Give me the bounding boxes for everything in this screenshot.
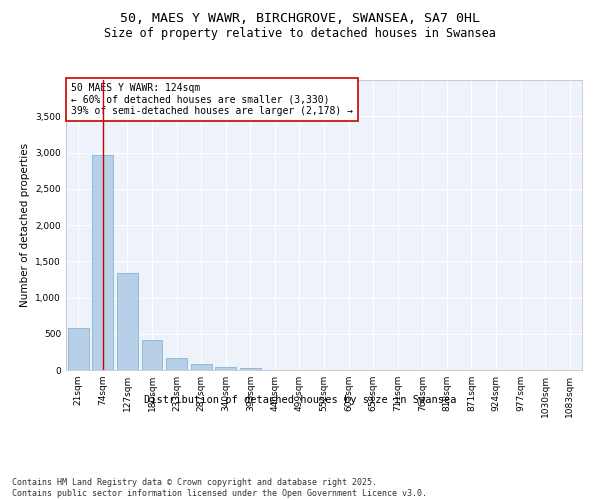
Bar <box>92 154 113 370</box>
Bar <box>215 367 236 370</box>
Text: Size of property relative to detached houses in Swansea: Size of property relative to detached ho… <box>104 28 496 40</box>
Bar <box>142 340 163 370</box>
Text: 50, MAES Y WAWR, BIRCHGROVE, SWANSEA, SA7 0HL: 50, MAES Y WAWR, BIRCHGROVE, SWANSEA, SA… <box>120 12 480 26</box>
Bar <box>166 358 187 370</box>
Text: Distribution of detached houses by size in Swansea: Distribution of detached houses by size … <box>144 395 456 405</box>
Text: 50 MAES Y WAWR: 124sqm
← 60% of detached houses are smaller (3,330)
39% of semi-: 50 MAES Y WAWR: 124sqm ← 60% of detached… <box>71 83 353 116</box>
Y-axis label: Number of detached properties: Number of detached properties <box>20 143 30 307</box>
Bar <box>68 328 89 370</box>
Bar <box>191 364 212 370</box>
Text: Contains HM Land Registry data © Crown copyright and database right 2025.
Contai: Contains HM Land Registry data © Crown c… <box>12 478 427 498</box>
Bar <box>240 368 261 370</box>
Bar <box>117 273 138 370</box>
